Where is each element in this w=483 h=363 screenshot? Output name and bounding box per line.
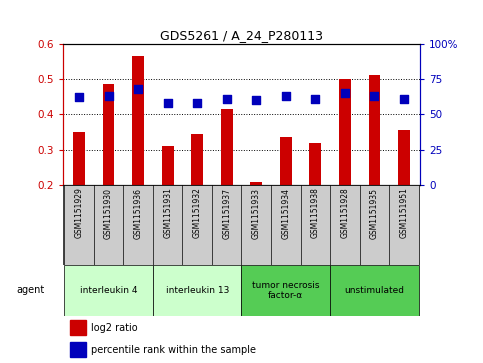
Bar [339,79,351,185]
Text: GSM1151932: GSM1151932 [193,188,202,238]
Point [75,94,83,100]
Point [134,86,142,92]
Text: interleukin 4: interleukin 4 [80,286,137,295]
Bar [162,146,173,185]
FancyArrow shape [47,282,50,299]
Bar [103,84,114,185]
Text: GSM1151931: GSM1151931 [163,188,172,238]
Bar [70,320,86,335]
Bar [70,342,86,357]
Bar [73,132,85,185]
Point [164,100,171,106]
Text: GSM1151934: GSM1151934 [281,188,290,238]
Bar [398,130,410,185]
Bar [330,265,419,316]
Text: GSM1151928: GSM1151928 [341,188,349,238]
Text: GSM1151936: GSM1151936 [134,188,142,238]
Text: GSM1151951: GSM1151951 [399,188,409,238]
Text: log2 ratio: log2 ratio [91,323,138,333]
Point [282,93,290,99]
Bar [191,134,203,185]
Point [341,90,349,96]
Text: GSM1151933: GSM1151933 [252,188,261,238]
Bar [132,56,144,185]
Bar [280,137,292,185]
Text: interleukin 13: interleukin 13 [166,286,229,295]
Bar [242,265,330,316]
Point [253,97,260,103]
Bar [221,109,233,185]
Text: GSM1151938: GSM1151938 [311,188,320,238]
Point [312,96,319,102]
Point [223,96,230,102]
Text: percentile rank within the sample: percentile rank within the sample [91,344,256,355]
Point [105,93,113,99]
Text: tumor necrosis
factor-α: tumor necrosis factor-α [252,281,320,300]
Bar [250,182,262,185]
Point [193,100,201,106]
Bar [369,76,380,185]
Text: agent: agent [17,285,45,295]
Point [370,93,378,99]
Text: GSM1151929: GSM1151929 [74,188,84,238]
Point [400,96,408,102]
Text: GSM1151930: GSM1151930 [104,188,113,238]
Text: GSM1151935: GSM1151935 [370,188,379,238]
Bar [153,265,242,316]
Title: GDS5261 / A_24_P280113: GDS5261 / A_24_P280113 [160,29,323,42]
Bar [310,143,321,185]
Bar [64,265,153,316]
Text: unstimulated: unstimulated [344,286,404,295]
Text: GSM1151937: GSM1151937 [222,188,231,238]
